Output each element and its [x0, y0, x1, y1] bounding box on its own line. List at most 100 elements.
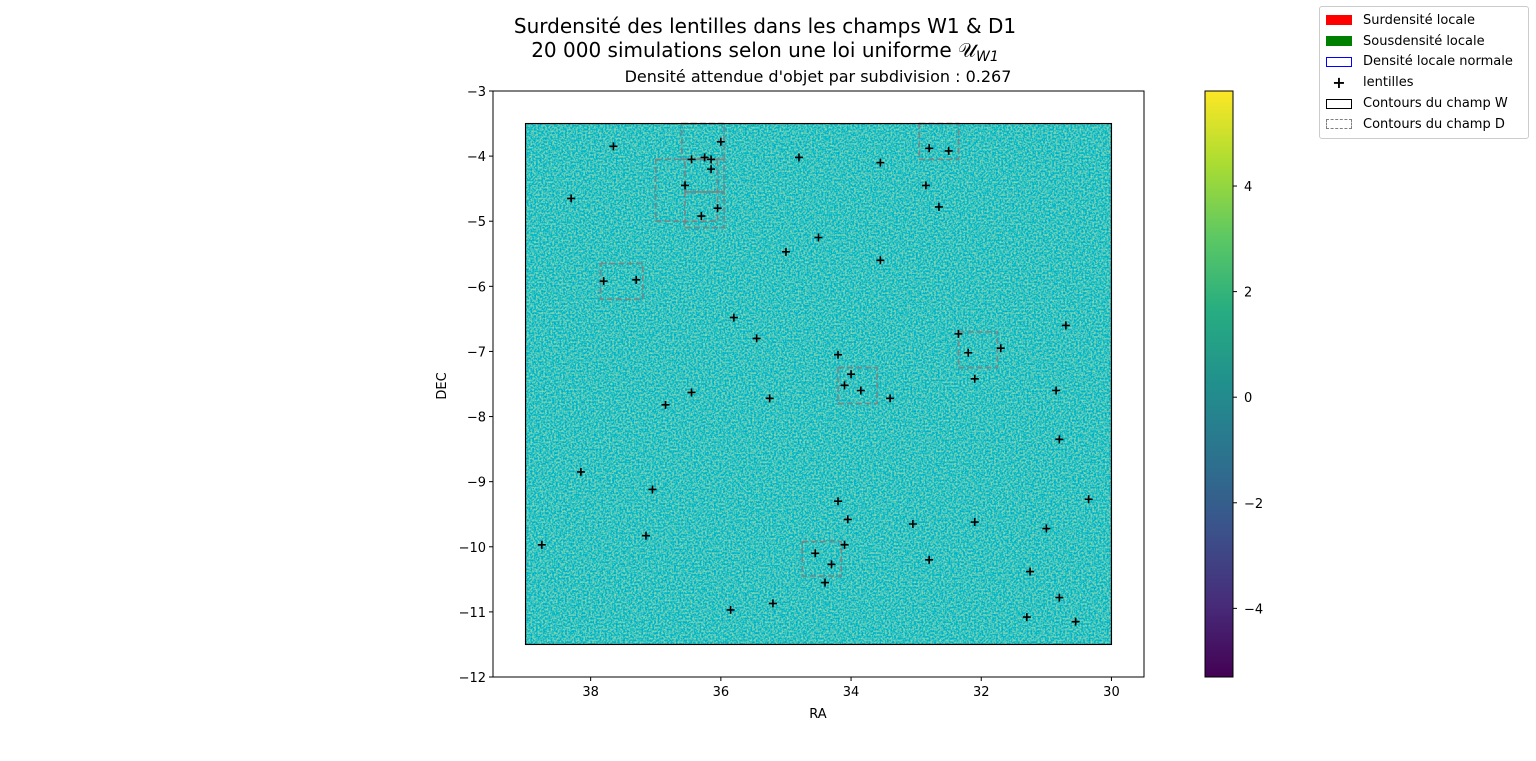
lens-marker [814, 233, 823, 242]
lens-marker [886, 394, 895, 403]
colorbar-tick-label: −2 [1244, 497, 1263, 512]
lens-marker [641, 531, 650, 540]
colorbar-tick-label: −4 [1244, 602, 1263, 617]
lens-marker [847, 370, 856, 379]
lens-marker [687, 155, 696, 164]
x-axis-ticks: 38 36 34 32 30 [582, 677, 1120, 700]
density-heatmap-texture [525, 123, 1112, 645]
y-tick-label: −10 [459, 541, 486, 556]
lens-marker [726, 605, 735, 614]
lens-marker [1084, 495, 1093, 504]
d-field-contour-rect [837, 366, 878, 405]
x-axis-label: RA [809, 707, 827, 722]
legend-swatch-green [1326, 36, 1352, 47]
legend-label: Surdensité locale [1363, 12, 1475, 28]
lens-marker [925, 144, 934, 153]
lens-marker [707, 165, 716, 174]
y-tick-label: −12 [459, 671, 486, 686]
legend-label: Densité locale normale [1363, 54, 1513, 70]
lens-marker [908, 519, 917, 528]
colorbar: 4 2 0 −2 −4 [1204, 90, 1263, 678]
y-tick-label: −5 [467, 215, 486, 230]
lens-marker [996, 344, 1005, 353]
legend-item-lenses: + lentilles [1326, 72, 1522, 93]
colorbar-tick-label: 2 [1244, 286, 1252, 301]
lens-marker [567, 194, 576, 203]
lens-marker [876, 256, 885, 265]
lens-marker [843, 515, 852, 524]
lens-marker [576, 467, 585, 476]
lens-marker [1042, 524, 1051, 533]
y-tick-label: −7 [467, 345, 486, 360]
lens-marker [632, 275, 641, 284]
lens-marker [827, 560, 836, 569]
y-axis-label: DEC [435, 372, 450, 399]
plot-area: 38 36 34 32 30 −3 −4 −5 −6 −7 −8 −9 −10 −11 −12 [459, 85, 1145, 700]
lens-marker [794, 153, 803, 162]
lens-marker [921, 181, 930, 190]
legend: Surdensité locale Sousdensité locale Den… [1319, 6, 1529, 139]
lens-marker [716, 137, 725, 146]
lens-marker [661, 400, 670, 409]
lens-marker [834, 497, 843, 506]
lens-marker [840, 381, 849, 390]
lens-marker [840, 540, 849, 549]
lens-marker [964, 348, 973, 357]
lens-marker [925, 555, 934, 564]
legend-swatch-black-outline [1326, 98, 1352, 109]
lens-marker [687, 388, 696, 397]
lens-marker [609, 142, 618, 151]
x-tick-label: 38 [582, 685, 599, 700]
legend-label: Sousdensité locale [1363, 33, 1485, 49]
lens-marker [781, 247, 790, 256]
x-tick-label: 36 [713, 685, 730, 700]
legend-item-d-contour: Contours du champ D [1326, 114, 1522, 135]
axes-frame [492, 90, 1145, 678]
lens-marker [1022, 613, 1031, 622]
y-tick-label: −3 [467, 85, 486, 100]
chart-subtitle: Densité attendue d'objet par subdivision… [625, 67, 1012, 86]
lens-marker [648, 485, 657, 494]
y-tick-label: −8 [467, 411, 486, 426]
chart-title-line1: Surdensité des lentilles dans les champs… [514, 14, 1016, 38]
lens-marker [954, 329, 963, 338]
lens-marker [821, 578, 830, 587]
legend-swatch-blue-outline [1326, 56, 1352, 67]
legend-label: lentilles [1363, 75, 1414, 91]
plus-marker-icon: + [1332, 72, 1346, 92]
lens-marker [1071, 617, 1080, 626]
lens-marker [1061, 321, 1070, 330]
colorbar-tick-label: 0 [1244, 391, 1252, 406]
d-field-contour-rect [957, 331, 999, 369]
y-axis-ticks: −3 −4 −5 −6 −7 −8 −9 −10 −11 −12 [459, 85, 493, 686]
x-tick-label: 30 [1103, 685, 1120, 700]
lens-marker [1055, 593, 1064, 602]
legend-item-normal-density: Densité locale normale [1326, 52, 1522, 73]
chart-title-line2: 20 000 simulations selon une loi uniform… [531, 38, 999, 65]
lens-markers [537, 137, 1093, 626]
lens-marker [834, 350, 843, 359]
lens-marker [856, 386, 865, 395]
lens-marker [1026, 567, 1035, 576]
lens-marker [1055, 435, 1064, 444]
y-tick-label: −6 [467, 280, 486, 295]
d-field-contour-rect [801, 540, 843, 577]
colorbar-ticks: 4 2 0 −2 −4 [1233, 180, 1263, 617]
lens-marker [697, 212, 706, 221]
y-tick-label: −4 [467, 150, 486, 165]
colorbar-gradient [1204, 90, 1234, 678]
lens-marker [876, 158, 885, 167]
d-field-contour-rect [684, 191, 725, 229]
y-tick-label: −11 [459, 606, 486, 621]
lens-marker [537, 540, 546, 549]
colorbar-tick-label: 4 [1244, 180, 1252, 195]
lens-marker [765, 394, 774, 403]
y-tick-label: −9 [467, 476, 486, 491]
w-field-contour [524, 122, 1113, 646]
legend-item-w-contour: Contours du champ W [1326, 93, 1522, 114]
legend-item-underdensity: Sousdensité locale [1326, 31, 1522, 52]
lens-marker [811, 549, 820, 558]
lens-marker [934, 202, 943, 211]
x-tick-label: 32 [973, 685, 990, 700]
